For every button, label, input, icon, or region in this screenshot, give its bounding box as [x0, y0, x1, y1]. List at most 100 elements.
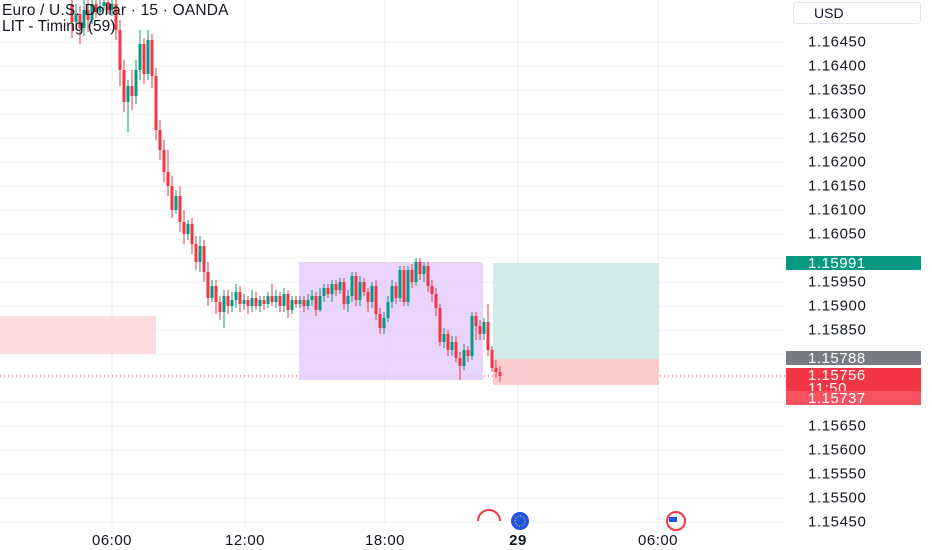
candle-body	[202, 246, 206, 272]
economic-event-icon	[477, 509, 529, 530]
candle-body	[338, 282, 342, 290]
candle-body	[254, 298, 258, 306]
candle	[90, 0, 94, 24]
candle	[234, 284, 238, 308]
price-axis-label: 1.16400	[808, 57, 867, 75]
price-axis-label: 1.16100	[808, 201, 867, 219]
candle	[494, 360, 498, 378]
candle-body	[126, 86, 130, 102]
candle	[462, 344, 466, 370]
candle-body	[146, 40, 150, 74]
candle	[174, 190, 178, 214]
candle	[170, 176, 174, 218]
candle-body	[494, 368, 498, 372]
candle-body	[462, 350, 466, 366]
eu-stars-icon	[514, 515, 526, 527]
candle	[422, 262, 426, 282]
currency-selector[interactable]: USD	[793, 2, 921, 24]
candle-body	[302, 300, 306, 306]
stop-loss-zone	[493, 359, 659, 385]
candle-body	[114, 4, 118, 30]
price-axis-label: 1.16250	[808, 129, 867, 147]
candle-body	[438, 308, 442, 342]
candle	[106, 0, 110, 14]
candle-body	[158, 130, 162, 150]
candle-body	[230, 300, 234, 306]
time-axis-label: 18:00	[364, 532, 406, 549]
candle	[214, 280, 218, 314]
candle	[378, 308, 382, 334]
candle-body	[362, 282, 366, 292]
candle-body	[314, 296, 318, 310]
candle	[286, 290, 290, 318]
candle-body	[414, 262, 418, 282]
price-tag: 1.15756	[786, 368, 921, 383]
candle	[438, 304, 442, 346]
price-axis-label: 1.15600	[808, 441, 867, 459]
range-box	[299, 262, 483, 380]
eu-flag-icon	[511, 512, 529, 530]
candle-body	[110, 4, 114, 10]
candle-body	[90, 4, 94, 20]
candle	[278, 292, 282, 312]
price-axis-label: 1.15450	[808, 513, 867, 531]
candle	[370, 282, 374, 308]
candle	[346, 290, 350, 312]
candle-body	[474, 316, 478, 326]
candle-body	[234, 292, 238, 300]
candle-body	[170, 186, 174, 210]
candle-body	[246, 300, 250, 306]
time-axis-label: 12:00	[224, 532, 266, 549]
price-tag: 1.15788	[786, 351, 921, 366]
candle-body	[426, 266, 430, 286]
candle	[342, 278, 346, 310]
price-axis-label: 1.16150	[808, 177, 867, 195]
indicator-legend[interactable]: LIT - Timing (59)	[2, 18, 116, 35]
candle-body	[102, 2, 106, 6]
symbol-title[interactable]: Euro / U.S. Dollar · 15 · OANDA	[2, 2, 229, 19]
candle-body	[394, 286, 398, 298]
candle-body	[358, 282, 362, 300]
candle	[434, 288, 438, 316]
candle-body	[422, 266, 426, 274]
candle	[258, 296, 262, 312]
candle-body	[374, 286, 378, 314]
candle-body	[318, 296, 322, 310]
candle-body	[262, 300, 266, 304]
candle-body	[478, 326, 482, 334]
candle	[466, 346, 470, 362]
candle	[326, 284, 330, 298]
candle	[218, 296, 222, 320]
price-axis-label: 1.16050	[808, 225, 867, 243]
candle	[178, 186, 182, 232]
candle	[130, 70, 134, 110]
candle	[290, 296, 294, 314]
candle-body	[346, 296, 350, 304]
chart-zones	[0, 262, 659, 385]
event-markers[interactable]	[477, 509, 686, 531]
candle	[294, 296, 298, 308]
candle	[334, 280, 338, 296]
candle	[486, 304, 490, 356]
economic-event-icon	[666, 511, 686, 531]
candle	[114, 0, 118, 40]
candle-body	[74, 14, 78, 22]
candle	[82, 0, 86, 36]
candle-body	[134, 70, 138, 96]
candle-body	[86, 10, 90, 20]
price-axis-label: 1.16200	[808, 153, 867, 171]
price-tag: 1.15991	[786, 256, 921, 271]
candle-body	[410, 270, 414, 282]
candle	[230, 292, 234, 312]
candle-body	[214, 286, 218, 302]
us-flag-canton-icon	[669, 517, 677, 522]
candle	[98, 0, 102, 16]
candle	[122, 60, 126, 112]
candle	[350, 272, 354, 302]
candle	[338, 278, 342, 294]
candle	[102, 0, 106, 10]
candle	[406, 266, 410, 306]
price-axis-label: 1.16450	[808, 33, 867, 51]
candle-body	[378, 314, 382, 328]
